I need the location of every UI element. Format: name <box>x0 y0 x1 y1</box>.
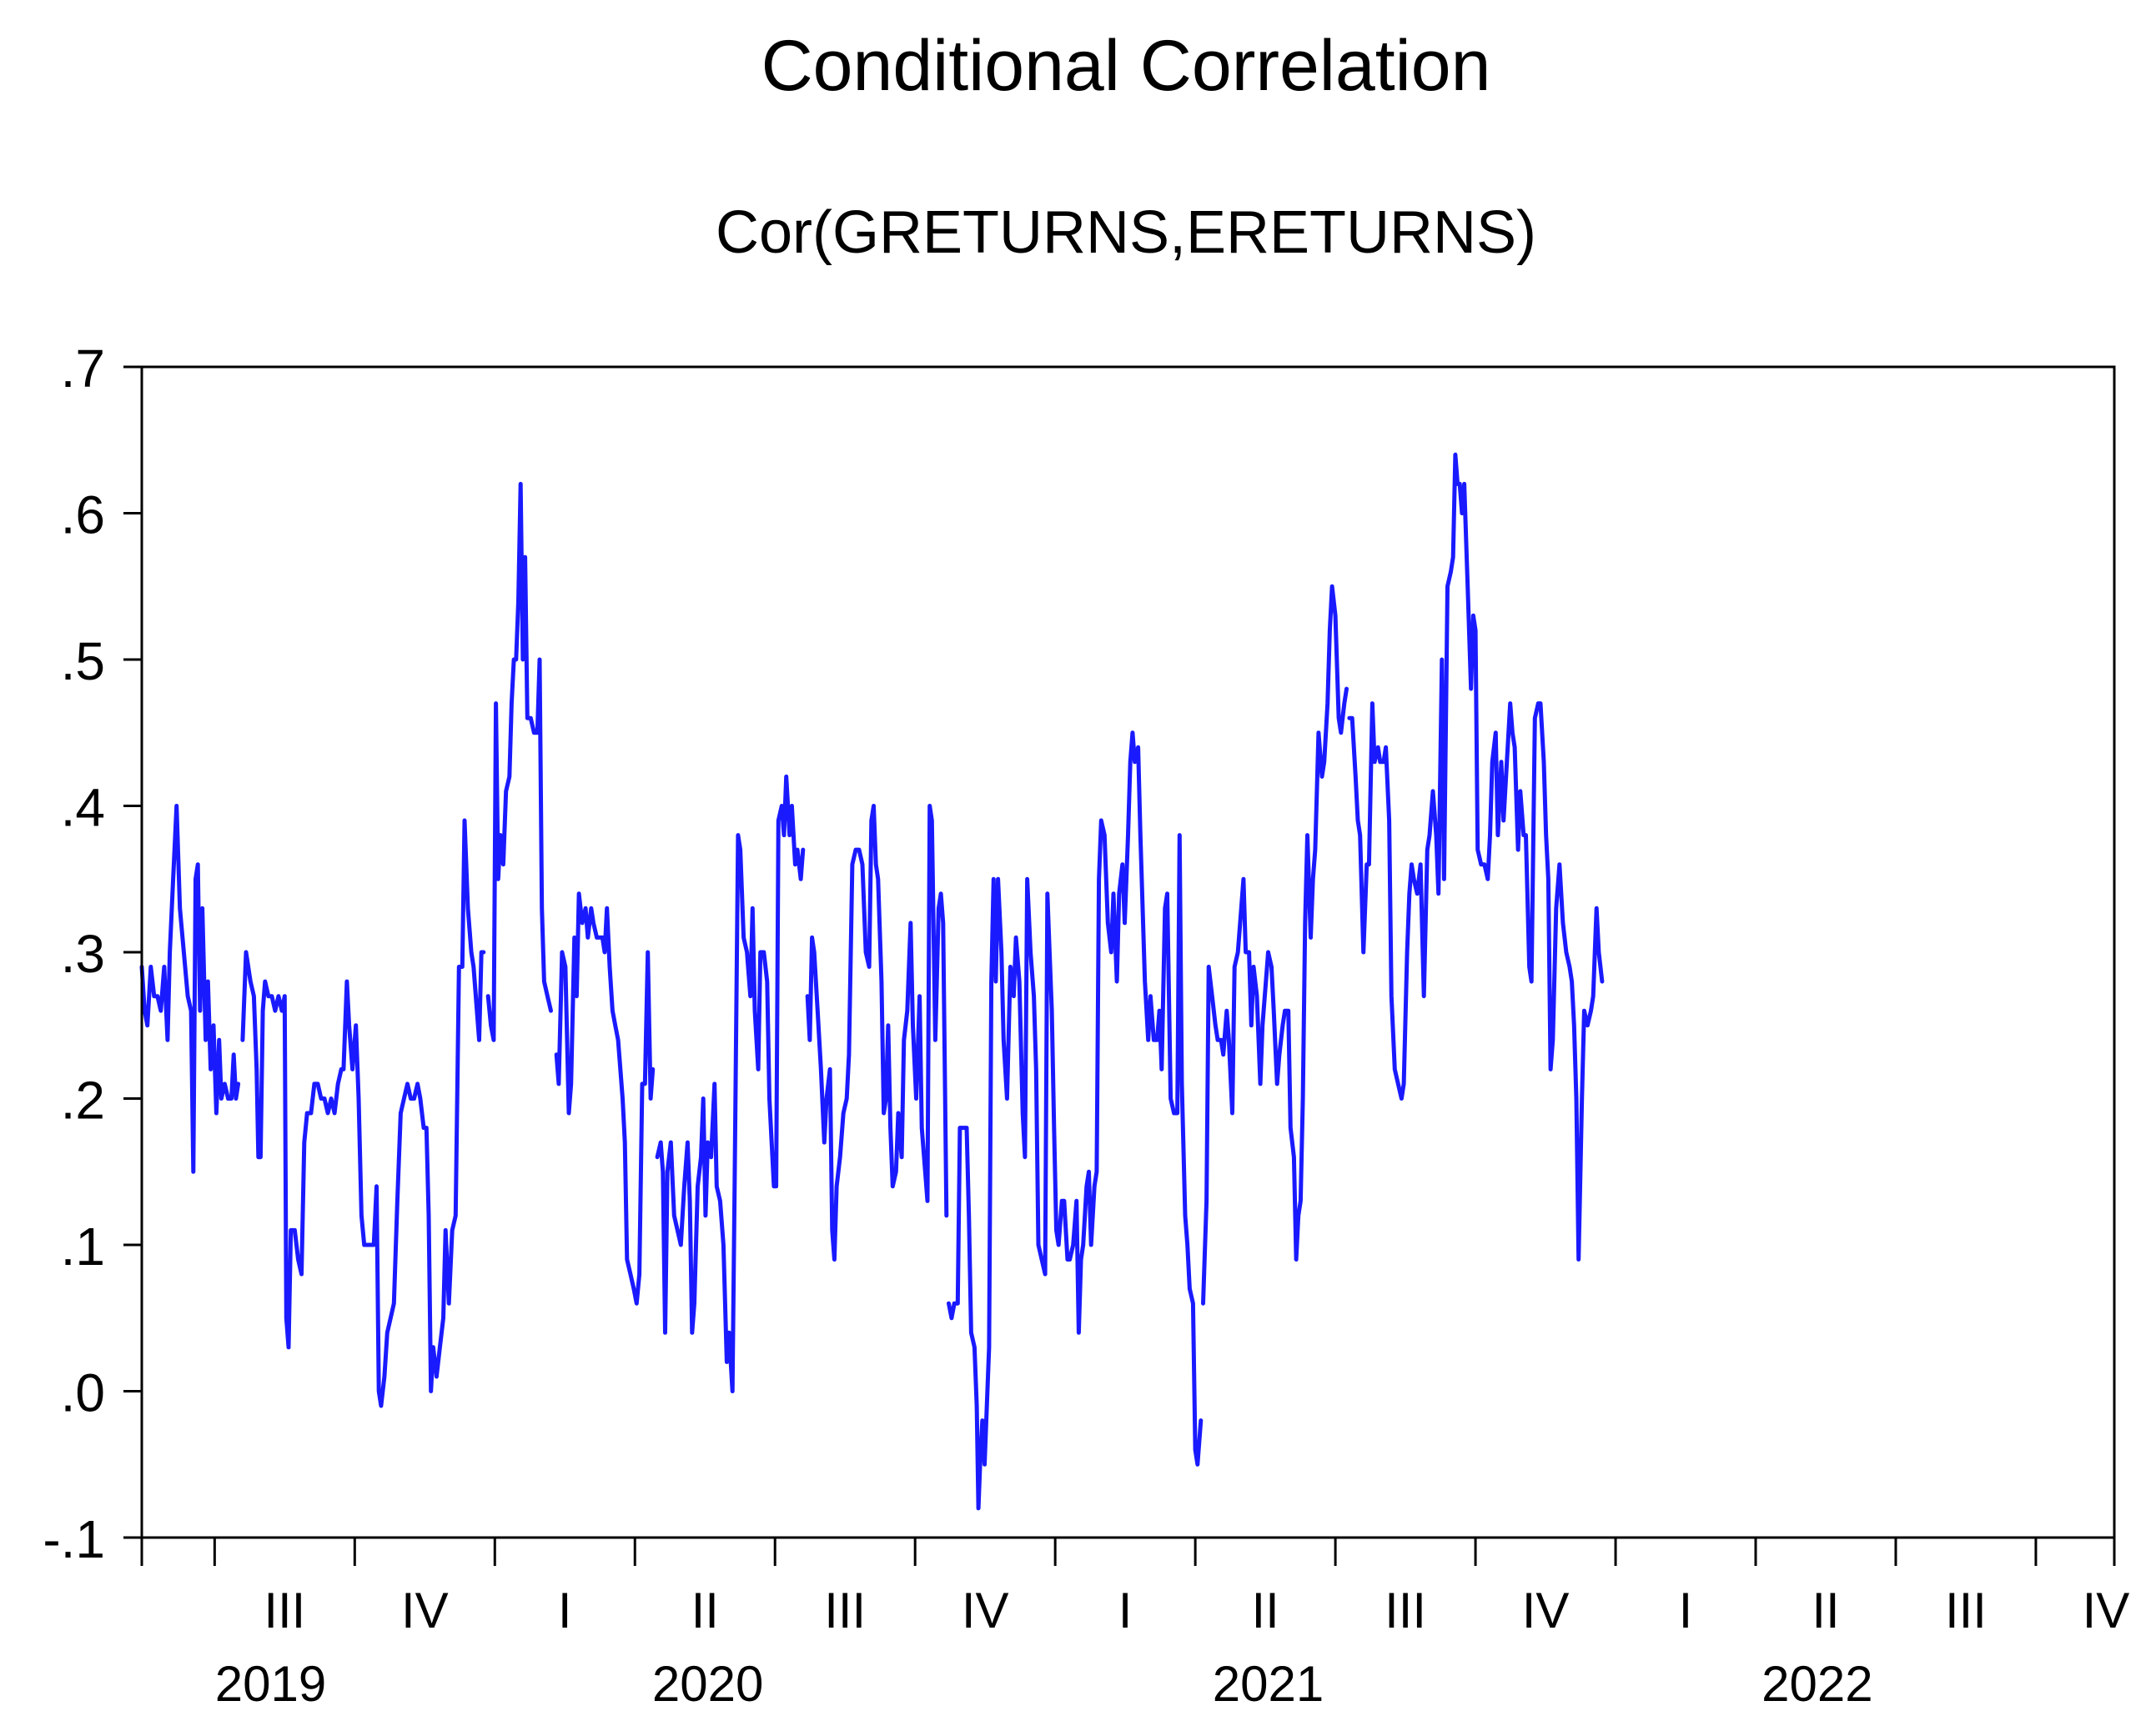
x-quarter-label: III <box>1945 1583 1987 1638</box>
y-tick-label: .7 <box>61 339 105 399</box>
x-quarter-label: II <box>1812 1583 1839 1638</box>
series-line <box>655 774 806 1393</box>
y-tick-label: .3 <box>61 924 105 984</box>
y-axis: .7 .6 .5 .4 .3 .2 .1 .0 -.1 <box>43 339 142 1569</box>
x-year-label: 2020 <box>652 1656 763 1712</box>
x-quarter-label: IV <box>962 1583 1009 1638</box>
y-tick-label: -.1 <box>43 1509 105 1569</box>
x-quarter-label: III <box>264 1583 305 1638</box>
x-quarter-label: II <box>1251 1583 1279 1638</box>
series-line <box>139 804 241 1174</box>
x-quarter-label: I <box>1679 1583 1693 1638</box>
x-quarter-label: I <box>558 1583 572 1638</box>
y-tick-label: .4 <box>61 778 105 838</box>
chart-subtitle: Cor(GRETURNS,ERETURNS) <box>716 199 1536 266</box>
x-year-label: 2019 <box>215 1656 326 1712</box>
x-quarter-label: I <box>1118 1583 1133 1638</box>
series-layer <box>139 452 1605 1511</box>
x-quarter-label: IV <box>2083 1583 2130 1638</box>
plot-frame <box>140 365 2116 1539</box>
y-tick-label: .2 <box>61 1071 105 1131</box>
y-tick-label: .1 <box>61 1217 105 1277</box>
x-year-label: 2021 <box>1213 1656 1324 1712</box>
series-line <box>805 804 949 1262</box>
series-line <box>947 730 1204 1511</box>
series-line <box>1201 584 1349 1306</box>
series-line <box>240 818 486 1408</box>
x-quarter-label: III <box>824 1583 866 1638</box>
series-line <box>1347 452 1605 1262</box>
chart-title: Conditional Correlation <box>761 26 1491 106</box>
y-tick-label: .5 <box>61 631 105 691</box>
series-line <box>485 481 553 1042</box>
y-tick-label: .6 <box>61 485 105 545</box>
y-tick-label: .0 <box>61 1363 105 1423</box>
x-quarter-label: III <box>1385 1583 1426 1638</box>
x-quarter-label: II <box>691 1583 719 1638</box>
x-year-label: 2022 <box>1762 1656 1872 1712</box>
series-line <box>554 891 656 1306</box>
x-quarter-label: IV <box>401 1583 449 1638</box>
x-quarter-label: IV <box>1522 1583 1570 1638</box>
